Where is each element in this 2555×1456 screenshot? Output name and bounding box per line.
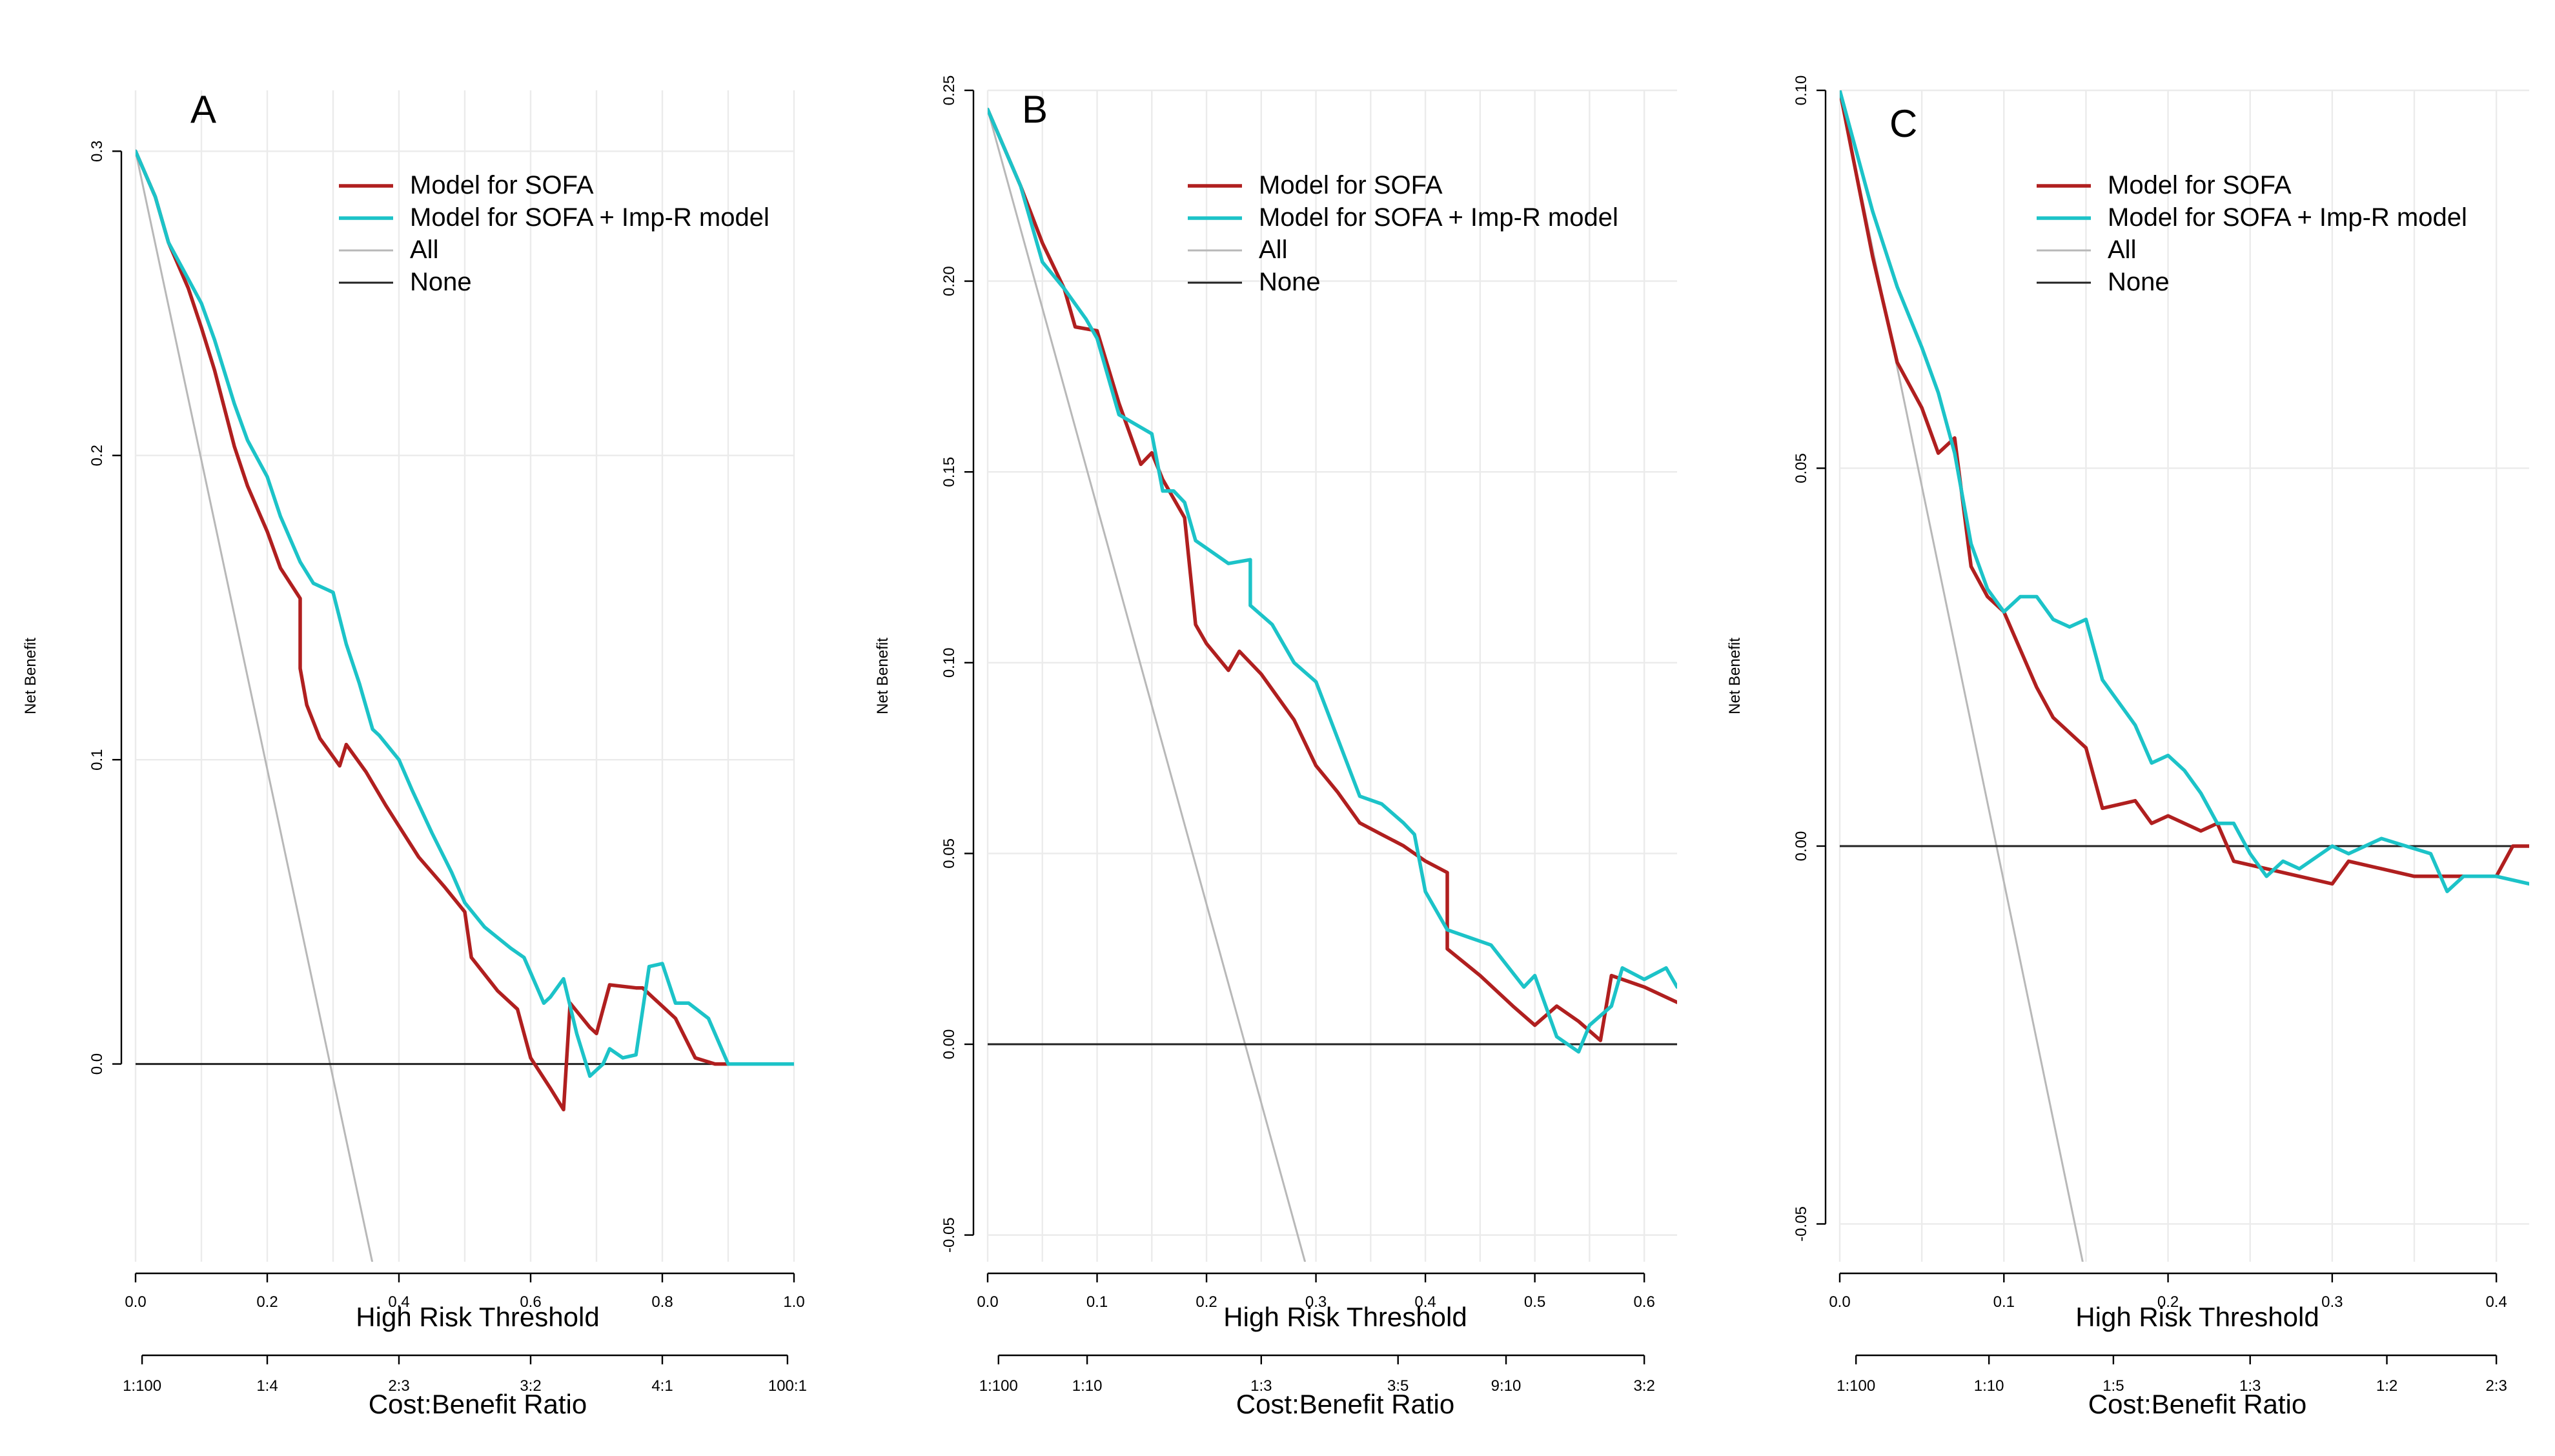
panel-a-x-tick-label: 1.0 xyxy=(783,1293,804,1311)
panel-c-y-tick-label: 0.05 xyxy=(1793,453,1810,483)
panel-a-y-tick-label: 0.3 xyxy=(88,141,106,162)
panel-c-series-model-sofa-imp-r-line xyxy=(1840,90,2529,893)
panel-c-x-tick-label: 0.0 xyxy=(1829,1293,1850,1311)
panel-a-y-tick-label: 0.0 xyxy=(88,1053,106,1075)
panel-c-label: C xyxy=(1889,102,1917,145)
panel-c-cost-benefit-tick-label: 2:3 xyxy=(2485,1377,2507,1395)
panel-a-legend-model-sofa-label: Model for SOFA xyxy=(410,171,594,199)
panel-b-y-axis-title: Net Benefit xyxy=(874,638,891,714)
panel-b-cost-benefit-axis-title: Cost:Benefit Ratio xyxy=(1236,1389,1455,1419)
panel-b-cost-benefit-tick-label: 9:10 xyxy=(1491,1377,1522,1395)
panel-c-y-axis-title: Net Benefit xyxy=(1726,638,1744,714)
panel-c-cost-benefit-tick-label: 1:5 xyxy=(2102,1377,2124,1395)
panel-b-series-model-sofa-line xyxy=(988,107,1677,1042)
panel-b-y-tick-label: -0.05 xyxy=(941,1217,958,1253)
panel-b-x-tick-label: 0.6 xyxy=(1633,1293,1654,1311)
panel-c-x-tick-label: 0.1 xyxy=(1993,1293,2015,1311)
panel-b-x-tick-label: 0.3 xyxy=(1305,1293,1327,1311)
panel-b-y-tick-label: 0.20 xyxy=(941,266,958,296)
panel-b-cost-benefit-tick-label: 3:2 xyxy=(1633,1377,1654,1395)
panel-a-legend-none-label: None xyxy=(410,268,472,296)
panel-c-x-tick-label: 0.4 xyxy=(2485,1293,2507,1311)
panel-a-cost-benefit-tick-label: 3:2 xyxy=(520,1377,541,1395)
panel-c-cost-benefit-axis-title: Cost:Benefit Ratio xyxy=(2088,1389,2307,1419)
panel-c-legend-model-sofa-imp-r-label: Model for SOFA + Imp-R model xyxy=(2108,203,2467,232)
panel-b-x-tick-label: 0.5 xyxy=(1524,1293,1545,1311)
panel-b-legend-model-sofa-imp-r-label: Model for SOFA + Imp-R model xyxy=(1259,203,1618,232)
panel-c-x-tick-label: 0.3 xyxy=(2321,1293,2343,1311)
panel-a-cost-benefit-tick-label: 2:3 xyxy=(388,1377,409,1395)
panel-a-series-all-line xyxy=(136,150,374,1262)
panel-b-y-tick-label: 0.15 xyxy=(941,457,958,487)
panel-c-x-tick-label: 0.2 xyxy=(2157,1293,2179,1311)
panel-c-cost-benefit-tick-label: 1:10 xyxy=(1974,1377,2004,1395)
panel-b-x-tick-label: 0.4 xyxy=(1414,1293,1436,1311)
panel-b-y-tick-label: 0.25 xyxy=(941,76,958,106)
panel-a-cost-benefit-tick-label: 4:1 xyxy=(651,1377,673,1395)
panel-b-cost-benefit-tick-label: 1:100 xyxy=(979,1377,1018,1395)
panel-a-cost-benefit-tick-label: 1:100 xyxy=(123,1377,161,1395)
panel-c-cost-benefit-tick-label: 1:3 xyxy=(2239,1377,2261,1395)
panel-b-x-tick-label: 0.0 xyxy=(977,1293,998,1311)
panel-b-x-axis-title: High Risk Threshold xyxy=(1223,1302,1467,1332)
panel-a-legend-model-sofa-imp-r-label: Model for SOFA + Imp-R model xyxy=(410,203,769,232)
panel-c-y-tick-label: 0.00 xyxy=(1793,831,1810,862)
panel-b-legend-model-sofa-label: Model for SOFA xyxy=(1259,171,1443,199)
panel-b-series-all-line xyxy=(988,108,1307,1262)
panel-a-cost-benefit-tick-label: 1:4 xyxy=(256,1377,278,1395)
panel-c-legend-model-sofa-label: Model for SOFA xyxy=(2108,171,2292,199)
panel-a-label: A xyxy=(190,88,216,131)
panel-a: 0.0 0.1 0.2 0.3 Net Benefit 0.0 0.2 0.4 0.6 0.8 1.… xyxy=(22,88,807,1419)
panel-c-legend-none-label: None xyxy=(2108,268,2170,296)
panel-b-cost-benefit-tick-label: 1:10 xyxy=(1072,1377,1103,1395)
panel-b-cost-benefit-tick-label: 3:5 xyxy=(1387,1377,1409,1395)
panel-b-y-tick-label: 0.05 xyxy=(941,838,958,869)
panel-a-series-model-sofa-line xyxy=(136,149,730,1112)
panel-a-cost-benefit-tick-label: 100:1 xyxy=(768,1377,807,1395)
panel-b-x-tick-label: 0.2 xyxy=(1196,1293,1217,1311)
panel-b-y-tick-label: 0.10 xyxy=(941,647,958,678)
panel-c-y-tick-label: -0.05 xyxy=(1793,1206,1810,1242)
panel-a-x-tick-label: 0.0 xyxy=(125,1293,146,1311)
panel-a-x-tick-label: 0.4 xyxy=(388,1293,409,1311)
panel-a-cost-benefit-axis-title: Cost:Benefit Ratio xyxy=(369,1389,587,1419)
panel-a-x-tick-label: 0.8 xyxy=(651,1293,673,1311)
panel-c-cost-benefit-tick-label: 1:2 xyxy=(2376,1377,2397,1395)
panel-c: -0.05 0.00 0.05 0.10 Net Benefit 0.0 0.1 0.2 0.3… xyxy=(1726,76,2529,1419)
panel-a-y-tick-label: 0.1 xyxy=(88,749,106,770)
panel-a-y-axis-title: Net Benefit xyxy=(22,638,39,714)
panel-a-y-tick-label: 0.2 xyxy=(88,445,106,466)
panel-b-legend-all-label: All xyxy=(1259,236,1287,264)
panel-a-x-tick-label: 0.6 xyxy=(520,1293,541,1311)
panel-b: -0.05 0.00 0.05 0.10 0.15 0.20 0.25 Net Benefit… xyxy=(874,76,1677,1419)
panel-a-legend-all-label: All xyxy=(410,236,438,264)
panel-c-series-model-sofa-line xyxy=(1840,90,2529,886)
panel-a-x-tick-label: 0.2 xyxy=(256,1293,278,1311)
panel-b-label: B xyxy=(1022,88,1048,131)
panel-b-y-tick-label: 0.00 xyxy=(941,1029,958,1060)
panel-c-legend-all-label: All xyxy=(2108,236,2136,264)
panel-c-x-axis-title: High Risk Threshold xyxy=(2075,1302,2319,1332)
panel-c-y-tick-label: 0.10 xyxy=(1793,76,1810,106)
panel-a-x-axis-title: High Risk Threshold xyxy=(356,1302,599,1332)
panel-b-x-tick-label: 0.1 xyxy=(1086,1293,1108,1311)
panel-b-cost-benefit-tick-label: 1:3 xyxy=(1250,1377,1272,1395)
panel-b-legend-none-label: None xyxy=(1259,268,1321,296)
panel-b-series-model-sofa-imp-r-line xyxy=(988,107,1677,1054)
panel-c-cost-benefit-tick-label: 1:100 xyxy=(1837,1377,1875,1395)
panel-a-series-model-sofa-imp-r-line xyxy=(136,149,794,1078)
